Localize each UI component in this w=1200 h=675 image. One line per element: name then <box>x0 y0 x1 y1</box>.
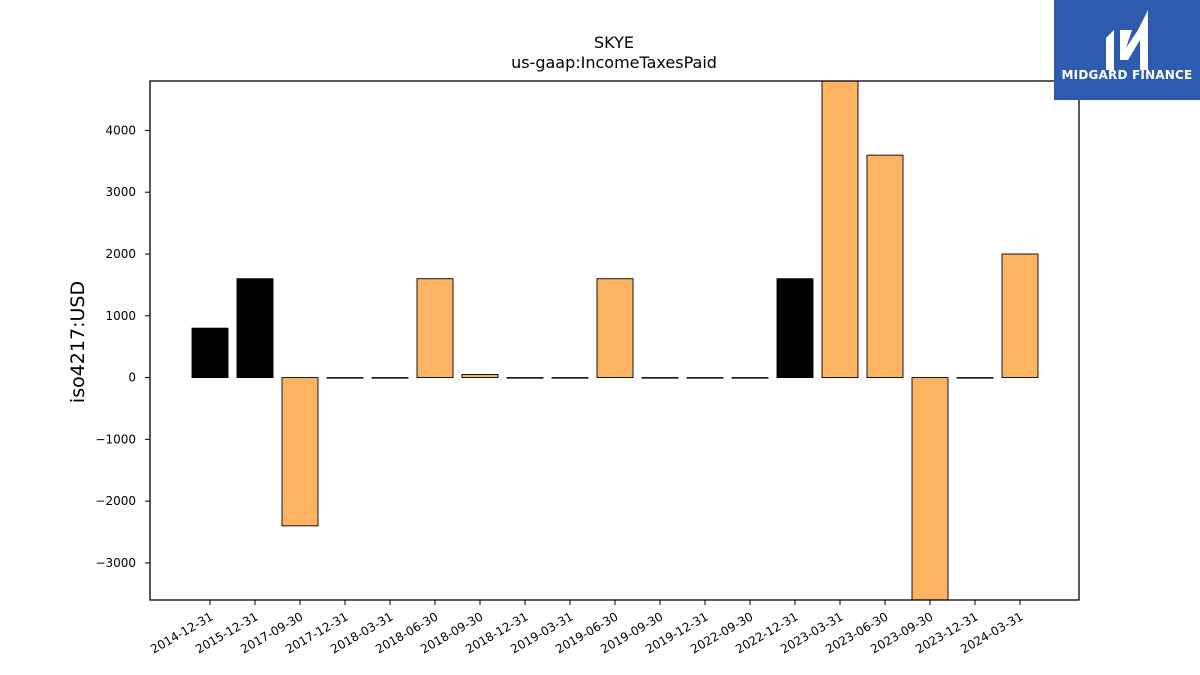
y-tick-label: −1000 <box>95 432 136 446</box>
bar-2019-03-31 <box>551 377 589 379</box>
y-axis-ticks: −3000 −2000 −1000 0 1000 2000 3000 4000 <box>95 123 150 570</box>
y-tick-label: 3000 <box>105 185 136 199</box>
y-tick-label: −2000 <box>95 494 136 508</box>
y-tick-label: 4000 <box>105 123 136 137</box>
bar-2018-09-30 <box>461 374 499 379</box>
bar-2018-06-30 <box>416 278 454 379</box>
bar-2014-12-31 <box>191 327 229 379</box>
bar-2024-03-31 <box>1001 253 1039 379</box>
y-tick-label: −3000 <box>95 556 136 570</box>
bar-2023-12-31 <box>956 377 994 379</box>
bar-2019-06-30 <box>596 278 634 379</box>
brand-name: MIDGARD FINANCE <box>1061 68 1193 82</box>
logo-mark-icon <box>1054 0 1200 100</box>
bar-2022-12-31 <box>776 278 814 379</box>
y-axis-label: iso4217:USD <box>67 281 89 403</box>
bar-2017-09-30 <box>281 377 319 527</box>
bar-2017-12-31 <box>326 377 364 379</box>
y-tick-label: 1000 <box>105 309 136 323</box>
bar-2023-03-31 <box>821 80 859 379</box>
bar-2023-09-30 <box>911 377 949 601</box>
plot-frame <box>149 80 1080 601</box>
bar-2018-12-31 <box>506 377 544 379</box>
bar-2019-09-30 <box>641 377 679 379</box>
bar-group <box>191 80 1039 601</box>
chart-title: SKYE <box>594 33 634 52</box>
y-tick-label: 0 <box>128 371 136 385</box>
y-tick-label: 2000 <box>105 247 136 261</box>
brand-logo: MIDGARD FINANCE <box>1054 0 1200 100</box>
bar-2018-03-31 <box>371 377 409 379</box>
bar-2019-12-31 <box>686 377 724 379</box>
x-axis-ticks: 2014-12-312015-12-312017-09-302017-12-31… <box>148 600 1026 656</box>
bar-2023-06-30 <box>866 154 904 379</box>
bar-2015-12-31 <box>236 278 274 379</box>
bar-2022-09-30 <box>731 377 769 379</box>
chart-subtitle: us-gaap:IncomeTaxesPaid <box>511 53 717 72</box>
